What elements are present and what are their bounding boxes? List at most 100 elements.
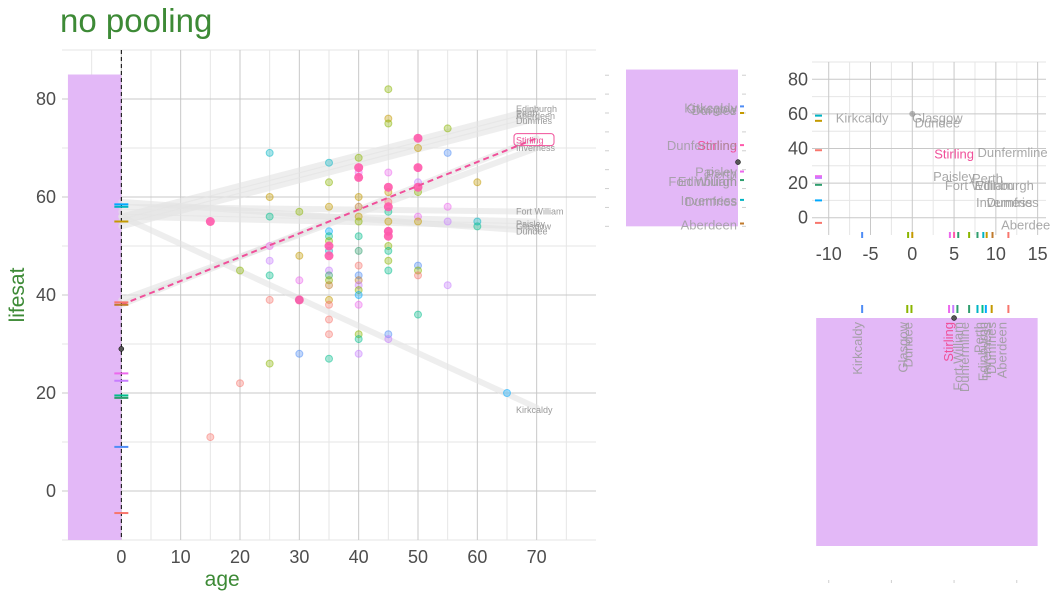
- data-point-inverness: [503, 389, 511, 397]
- slope-panel-x-tick-label: -5: [862, 244, 878, 264]
- end-label-inverness: Inverness: [516, 143, 556, 153]
- data-point-stirling: [324, 251, 334, 261]
- data-point-inverness: [354, 291, 363, 299]
- x-tick-label: 40: [349, 547, 369, 567]
- slope-label-kirkcaldy: Kirkcaldy: [850, 322, 865, 375]
- end-label-aberdeen: Aberdeen: [516, 111, 555, 121]
- data-point-perth: [384, 168, 393, 177]
- data-point-dundee: [443, 124, 452, 133]
- data-point-paisley: [354, 349, 363, 358]
- x-axis-label: age: [205, 568, 240, 591]
- slope-panel-label-edinburgh: Edinburgh: [975, 178, 1034, 193]
- data-point-stirling: [383, 231, 393, 241]
- slope-panel-x-tick-label: 5: [949, 244, 959, 264]
- slope-panel-label-dundee: Dundee: [915, 116, 961, 131]
- intercept-label-edinburgh: Edinburgh: [678, 174, 737, 189]
- data-point-paisley: [443, 217, 452, 226]
- data-point-dumfries: [473, 178, 482, 187]
- slope-label-stirling: Stirling: [941, 322, 956, 362]
- slope-panel-y-tick-label: 0: [798, 208, 808, 228]
- data-point-fort-william: [325, 354, 333, 363]
- data-point-dundee: [236, 266, 244, 275]
- data-point-fort-william: [414, 310, 422, 319]
- slope-label-dumfries: Dumfries: [984, 322, 999, 375]
- data-point-glasgow: [265, 148, 274, 157]
- data-point-aberdeen: [325, 330, 333, 339]
- data-point-kirkcaldy: [443, 148, 452, 157]
- data-point-dumfries: [325, 202, 333, 211]
- data-point-fort-william: [265, 212, 274, 221]
- data-point-aberdeen: [325, 315, 333, 324]
- x-tick-label: 30: [289, 547, 309, 567]
- data-point-dundee: [384, 119, 393, 128]
- data-point-stirling: [354, 163, 364, 173]
- data-point-edinburgh: [354, 246, 363, 255]
- slope-label-edinburgh: Edinburgh: [976, 322, 991, 381]
- main-intercept-band: [67, 74, 122, 540]
- data-point-aberdeen: [265, 295, 274, 304]
- chart-title: no pooling: [60, 2, 213, 39]
- data-point-dundee: [354, 153, 363, 162]
- intercept-mean-point: [118, 346, 125, 352]
- data-point-fort-william: [384, 246, 393, 255]
- intercept-label-glasgow: Glasgow: [686, 101, 737, 116]
- intercept-label-dunfermline: Dunfermline: [667, 138, 737, 153]
- data-point-fort-william: [265, 271, 274, 280]
- end-label-box-stirling: [513, 133, 555, 147]
- data-point-dundee: [384, 85, 393, 94]
- data-point-paisley: [443, 281, 452, 290]
- intercept-label-dundee: Dundee: [691, 103, 737, 118]
- x-tick-label: 10: [171, 547, 191, 567]
- data-point-stirling: [383, 202, 393, 212]
- data-point-perth: [443, 202, 452, 211]
- slope-panel-label-aberdeen: Aberdeen: [1001, 218, 1050, 233]
- intercept-label-paisley: Paisley: [695, 165, 737, 180]
- y-tick-label: 60: [36, 187, 56, 207]
- slope-label-fort-william: Fort William: [950, 322, 965, 391]
- data-point-kirkcaldy: [295, 349, 304, 358]
- data-point-dumfries: [414, 217, 422, 226]
- data-point-fort-william: [473, 222, 482, 231]
- x-tick-label: 20: [230, 547, 250, 567]
- end-label-paisley: Paisley: [516, 219, 546, 229]
- trend-line-aberdeen: [118, 110, 540, 225]
- end-label-kirkcaldy: Kirkcaldy: [516, 405, 553, 415]
- data-point-aberdeen: [325, 300, 333, 309]
- slope-panel-x-tick-label: 10: [986, 244, 1006, 264]
- x-tick-label: 60: [467, 547, 487, 567]
- trend-line-kirkcaldy: [118, 213, 540, 411]
- slope-panel-label-dunfermline: Dunfermline: [978, 145, 1048, 160]
- data-point-stirling: [383, 182, 393, 192]
- trend-line-dundee: [118, 198, 540, 235]
- data-point-dumfries: [354, 193, 363, 201]
- data-point-stirling: [413, 133, 423, 143]
- intercept-panel-bar: [626, 69, 738, 227]
- data-point-fort-william: [354, 232, 363, 241]
- slope-panel-y-tick-label: 80: [788, 69, 808, 89]
- slope-panel-label-perth: Perth: [972, 171, 1003, 186]
- end-label-stirling: Stirling: [516, 136, 544, 146]
- slope-panel-mean-point: [909, 110, 916, 117]
- slope-label-aberdeen: Aberdeen: [995, 322, 1010, 378]
- data-point-dundee: [295, 207, 304, 216]
- slope-panel-y-tick-label: 60: [788, 104, 808, 124]
- data-point-stirling: [413, 163, 423, 173]
- end-label-glasgow: Glasgow: [516, 221, 552, 231]
- stirling-fit-line: [120, 137, 538, 306]
- slope-panel-x-tick-label: -10: [816, 244, 842, 264]
- intercept-label-dumfries: Dumfries: [685, 194, 738, 209]
- slope-panel-mean: [951, 315, 957, 321]
- y-tick-label: 80: [36, 89, 56, 109]
- end-label-dumfries: Dumfries: [516, 116, 553, 126]
- slope-panel-y-tick-label: 20: [788, 173, 808, 193]
- data-point-dundee: [325, 178, 333, 187]
- data-point-dundee: [265, 359, 274, 368]
- y-tick-label: 0: [46, 481, 56, 501]
- data-point-perth: [295, 276, 304, 285]
- data-point-aberdeen: [236, 379, 244, 388]
- slope-label-inverness: Inverness: [979, 322, 994, 379]
- data-point-paisley: [265, 256, 274, 265]
- x-tick-label: 0: [116, 547, 126, 567]
- intercept-label-perth: Perth: [706, 166, 737, 181]
